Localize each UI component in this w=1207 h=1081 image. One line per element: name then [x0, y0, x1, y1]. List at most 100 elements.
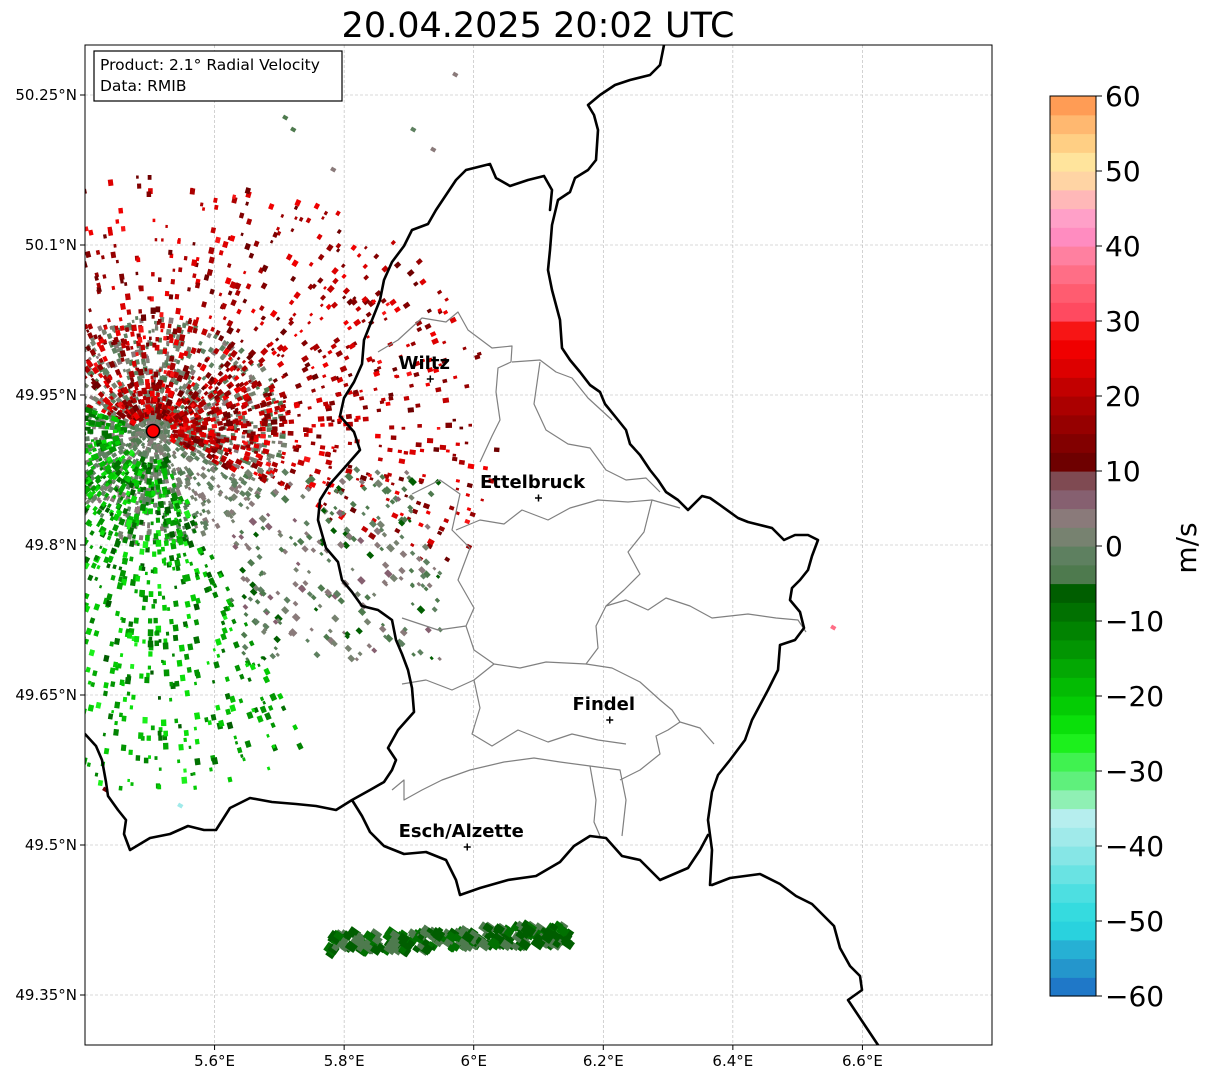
echo-pixel — [146, 478, 152, 485]
echo-pixel — [104, 433, 112, 440]
echo-pixel — [206, 661, 210, 665]
echo-pixel — [264, 522, 273, 531]
echo-pixel — [259, 705, 267, 714]
echo-pixel — [43, 462, 50, 468]
echo-pixel — [151, 498, 155, 502]
echo-pixel — [213, 390, 218, 395]
echo-pixel — [327, 628, 333, 634]
echo-pixel — [112, 494, 117, 500]
echo-pixel — [190, 381, 196, 387]
echo-pixel — [45, 417, 51, 422]
echo-pixel — [326, 284, 335, 294]
echo-pixel — [165, 328, 172, 336]
echo-pixel — [213, 454, 219, 460]
echo-pixel — [181, 410, 189, 418]
echo-pixel — [244, 542, 249, 548]
echo-pixel — [480, 498, 485, 502]
echo-pixel — [270, 347, 275, 352]
echo-pixel — [141, 387, 148, 395]
echo-pixel — [146, 191, 152, 198]
echo-pixel — [230, 435, 237, 441]
echo-pixel — [319, 445, 326, 450]
echo-pixel — [385, 497, 390, 502]
echo-pixel — [325, 517, 332, 525]
echo-pixel — [32, 333, 39, 341]
echo-pixel — [148, 755, 152, 759]
colorbar-band — [1050, 246, 1096, 266]
echo-pixel — [75, 412, 81, 418]
echo-pixel — [184, 558, 190, 564]
echo-pixel — [240, 404, 247, 410]
echo-pixel — [201, 508, 206, 514]
echo-pixel — [131, 522, 137, 529]
echo-pixel — [85, 666, 91, 673]
echo-pixel — [194, 572, 199, 577]
echo-pixel — [121, 681, 125, 687]
echo-pixel — [426, 582, 433, 589]
echo-pixel — [45, 270, 52, 277]
echo-pixel — [338, 477, 347, 486]
echo-pixel — [402, 626, 408, 632]
echo-pixel — [168, 554, 175, 562]
echo-pixel — [556, 924, 570, 938]
echo-pixel — [85, 250, 92, 259]
echo-pixel — [331, 446, 335, 450]
echo-pixel — [217, 370, 224, 377]
echo-pixel — [176, 397, 182, 404]
echo-pixel — [117, 530, 124, 538]
echo-pixel — [339, 365, 348, 373]
echo-pixel — [98, 584, 103, 589]
echo-pixel — [169, 681, 174, 687]
echo-pixel — [63, 664, 70, 672]
echo-pixel — [359, 389, 363, 393]
echo-pixel — [85, 468, 90, 474]
echo-pixel — [131, 392, 136, 398]
info-box: Product: 2.1° Radial Velocity Data: RMIB — [93, 50, 343, 102]
echo-pixel — [102, 475, 107, 480]
echo-pixel — [272, 426, 278, 431]
echo-pixel — [54, 485, 60, 490]
echo-pixel — [209, 437, 214, 441]
echo-pixel — [157, 477, 163, 485]
echo-pixel — [67, 660, 72, 666]
echo-pixel — [185, 473, 193, 481]
echo-pixel — [150, 375, 154, 380]
y-axis-ticks: 50.25°N50.1°N49.95°N49.8°N49.65°N49.5°N4… — [15, 86, 85, 1004]
echo-pixel — [251, 380, 259, 388]
echo-pixel — [137, 487, 142, 492]
echo-pixel — [21, 276, 25, 280]
echo-pixel — [266, 766, 271, 771]
echo-pixel — [161, 558, 167, 564]
echo-pixel — [226, 412, 231, 417]
echo-pixel — [419, 573, 427, 580]
echo-pixel — [107, 485, 115, 494]
echo-pixel — [392, 366, 398, 372]
echo-pixel — [350, 244, 357, 252]
echo-pixel — [39, 371, 44, 376]
echo-pixel — [169, 371, 175, 378]
echo-pixel — [215, 704, 221, 711]
echo-pixel — [131, 404, 140, 413]
echo-pixel — [144, 490, 150, 497]
echo-pixel — [340, 263, 346, 269]
echo-pixel — [129, 540, 135, 548]
echo-pixel — [85, 522, 86, 532]
echo-pixel — [136, 257, 141, 263]
echo-pixel — [97, 779, 104, 787]
echo-pixel — [146, 735, 151, 741]
echo-pixel — [369, 476, 374, 481]
echo-pixel — [313, 607, 319, 612]
echo-pixel — [280, 705, 287, 712]
echo-pixel — [219, 438, 226, 444]
echo-pixel — [77, 780, 80, 784]
echo-pixel — [139, 589, 146, 597]
echo-pixel — [366, 551, 375, 560]
echo-pixel — [335, 242, 342, 249]
echo-pixel — [397, 449, 403, 454]
echo-pixel — [262, 571, 267, 576]
echo-pixel — [137, 480, 142, 486]
echo-pixel — [70, 512, 75, 517]
echo-pixel — [204, 371, 212, 379]
echo-pixel — [239, 566, 246, 574]
echo-pixel — [200, 465, 206, 471]
